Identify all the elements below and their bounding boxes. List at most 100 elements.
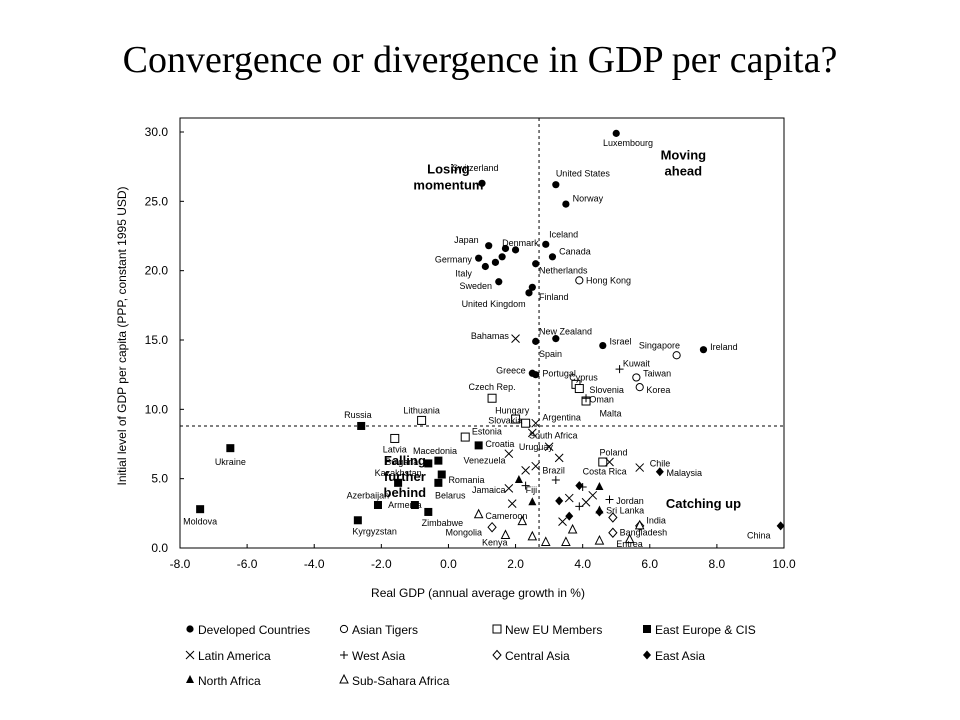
data-point-asian-tigers-singapore — [672, 351, 681, 360]
data-point-east-europe-cis-moldova — [196, 505, 205, 514]
point-label-kuwait: Kuwait — [623, 359, 651, 369]
data-point-east-europe-cis-armenia — [410, 501, 419, 510]
data-point-east-asia-malaysia — [655, 467, 664, 477]
data-point-developed-countries-united-kingdom — [525, 289, 533, 297]
point-label-canada: Canada — [559, 246, 591, 256]
data-point-sub-sahara-africa — [567, 523, 578, 534]
x-tick-label: 6.0 — [641, 557, 658, 571]
point-label-japan: Japan — [454, 235, 479, 245]
data-point-new-eu-members-latvia — [390, 433, 400, 443]
data-point-latin-america-costa-rica — [605, 457, 614, 467]
point-label-spain: Spain — [539, 349, 562, 359]
point-label-romania: Romania — [448, 475, 484, 485]
quadrant-label: Moving — [661, 148, 707, 163]
point-label-switzerland: Switzerland — [452, 163, 499, 173]
data-point-sub-sahara-africa-kenya — [500, 529, 511, 540]
legend-entry-sub-sahara-africa: Sub-Sahara Africa — [352, 674, 450, 688]
legend-entry-new-eu-members: New EU Members — [505, 623, 602, 637]
point-label-moldova: Moldova — [183, 517, 217, 527]
data-point-east-europe-cis-bulgaria — [424, 459, 433, 468]
data-point-west-asia-oman — [582, 394, 591, 403]
data-point-east-asia — [565, 511, 574, 521]
data-point-new-eu-members-slovakia — [521, 418, 531, 428]
x-tick-label: 0.0 — [440, 557, 457, 571]
data-point-latin-america-chile — [635, 463, 645, 472]
point-label-kazakhstan: Kazakhstan — [375, 468, 422, 478]
point-label-finland: Finland — [539, 292, 569, 302]
data-point-developed-countries-iceland — [542, 240, 550, 248]
data-point-developed-countries-japan — [485, 242, 493, 250]
data-point-developed-countries-spain — [532, 337, 540, 345]
point-label-slovakia: Slovakia — [488, 415, 522, 425]
data-point-east-europe-cis-russia — [357, 421, 366, 430]
data-point-developed-countries-portugal — [532, 371, 540, 379]
point-label-china: China — [747, 531, 771, 541]
data-point-developed-countries-switzerland — [478, 179, 486, 187]
data-point-latin-america — [521, 465, 530, 475]
data-point-central-asia — [608, 512, 618, 523]
point-label-venezuela: Venezuela — [463, 456, 505, 466]
data-point-latin-america-venezuela — [504, 449, 514, 459]
point-label-germany: Germany — [435, 255, 473, 265]
data-point-developed-countries-canada — [548, 253, 557, 261]
data-point-central-asia-bangladesh — [608, 527, 618, 538]
data-point-asian-tigers-korea — [635, 383, 644, 392]
data-point-developed-countries-ireland — [699, 346, 708, 354]
point-label-italy: Italy — [455, 268, 472, 278]
point-label-netherlands: Netherlands — [539, 266, 588, 276]
point-label-united-kingdom: United Kingdom — [462, 299, 526, 309]
x-tick-label: -8.0 — [170, 557, 191, 571]
legend-entry-north-africa: North Africa — [198, 674, 261, 688]
point-label-cameroon: Cameroon — [485, 511, 527, 521]
point-label-croatia: Croatia — [485, 439, 514, 449]
point-label-jamaica: Jamaica — [472, 485, 506, 495]
data-point-sub-sahara-africa-india — [634, 519, 645, 530]
quadrant-label: behind — [384, 485, 427, 500]
point-label-slovenia: Slovenia — [589, 385, 624, 395]
quadrant-label: momentum — [413, 178, 483, 193]
point-label-cyprus: Cyprus — [569, 372, 598, 382]
data-point-sub-sahara-africa — [517, 515, 528, 526]
data-point-latin-america — [507, 499, 517, 508]
point-label-hungary: Hungary — [495, 406, 530, 416]
legend-marker-asian-tigers — [339, 624, 349, 634]
legend-marker-west-asia — [340, 651, 348, 659]
x-axis-label: Real GDP (annual average growth in %) — [371, 586, 585, 600]
legend-entry-asian-tigers: Asian Tigers — [352, 623, 418, 637]
data-point-developed-countries-luxembourg — [612, 129, 620, 137]
data-point-north-africa — [595, 481, 604, 490]
y-tick-label: 5.0 — [151, 472, 168, 486]
data-point-east-europe-cis-croatia — [474, 441, 483, 450]
data-points — [196, 129, 785, 546]
data-point-developed-countries-netherlands — [532, 260, 540, 268]
legend-entry-east-europe-cis: East Europe & CIS — [655, 623, 756, 637]
data-point-east-europe-cis-macedonia — [434, 456, 443, 465]
data-point-west-asia-jordan — [605, 495, 614, 504]
data-point-west-asia-fiji — [521, 481, 530, 490]
legend-marker-north-africa — [186, 675, 194, 683]
point-label-united-states: United States — [556, 169, 611, 179]
data-point-central-asia-mongolia — [487, 521, 497, 533]
data-point-latin-america-bahamas — [511, 334, 520, 343]
data-point-developed-countries — [491, 258, 500, 266]
legend-entry-east-asia: East Asia — [655, 649, 705, 663]
data-point-new-eu-members-poland — [598, 457, 608, 467]
y-axis-label: Initial level of GDP per capita (PPP, co… — [115, 186, 129, 485]
data-point-new-eu-members-hungary — [511, 414, 521, 424]
y-tick-label: 20.0 — [145, 264, 169, 278]
data-point-developed-countries-germany — [475, 254, 483, 262]
point-label-korea: Korea — [646, 385, 670, 395]
point-label-kenya: Kenya — [482, 537, 508, 547]
legend-entry-central-asia: Central Asia — [505, 649, 570, 663]
data-point-latin-america-argentina — [531, 418, 541, 428]
data-point-east-europe-cis-belarus — [434, 478, 443, 487]
point-label-fiji: Fiji — [526, 485, 538, 495]
data-point-sub-sahara-africa — [561, 536, 571, 546]
point-label-hong-kong: Hong Kong — [586, 275, 631, 285]
data-point-east-europe-cis-kazakhstan — [394, 478, 403, 487]
data-point-east-europe-cis-ukraine — [226, 444, 235, 453]
y-tick-label: 15.0 — [145, 333, 169, 347]
point-label-russia: Russia — [344, 410, 372, 420]
data-point-latin-america-jamaica — [504, 484, 514, 493]
